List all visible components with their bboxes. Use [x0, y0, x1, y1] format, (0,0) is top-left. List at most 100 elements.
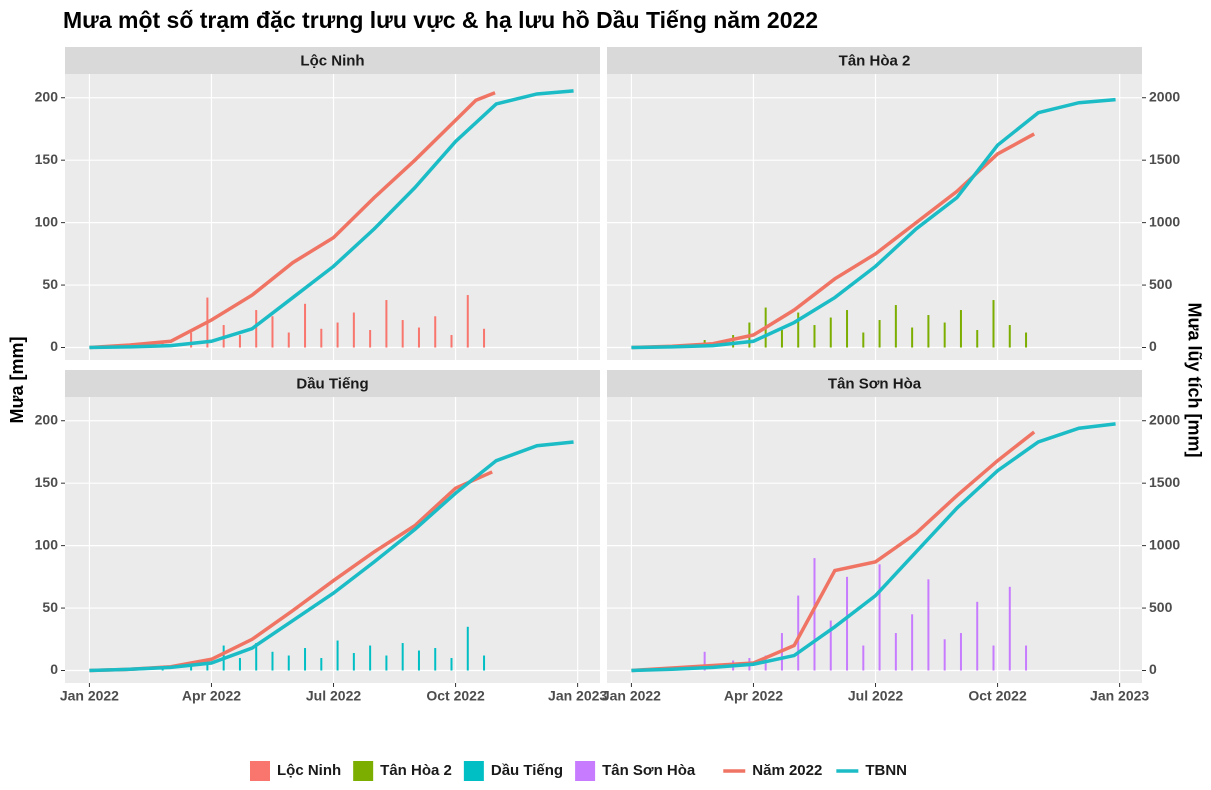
- rain-bar: [434, 648, 437, 671]
- rain-bar: [271, 651, 274, 671]
- y-tick-label: 100: [35, 213, 59, 229]
- y-tick-label: 50: [42, 599, 58, 615]
- rain-bar: [894, 305, 897, 348]
- x-tick-label: Jan 2022: [602, 688, 661, 704]
- y2-tick-label: 1000: [1149, 213, 1180, 229]
- legend-label: Năm 2022: [752, 762, 822, 779]
- rain-bar: [927, 579, 930, 671]
- legend-key: [250, 761, 270, 781]
- y-tick-label: 150: [35, 474, 59, 490]
- y-tick-label: 50: [42, 276, 58, 292]
- rain-bar: [976, 330, 979, 348]
- cumulative-line: [631, 422, 1116, 673]
- strip-label: Tân Sơn Hòa: [828, 375, 922, 392]
- rain-bar: [1008, 586, 1011, 671]
- legend-label: Dầu Tiếng: [491, 762, 563, 779]
- x-tick-label: Apr 2022: [724, 688, 783, 704]
- rain-bar: [862, 332, 865, 348]
- strip-label: Lộc Ninh: [300, 52, 364, 69]
- rain-bar: [959, 633, 962, 671]
- chart-title: Mưa một số trạm đặc trưng lưu vực & hạ l…: [63, 7, 818, 33]
- legend-label: Tân Hòa 2: [380, 762, 452, 779]
- rain-bar: [238, 335, 241, 348]
- rain-bar: [813, 325, 816, 348]
- rain-bar: [1025, 332, 1028, 348]
- legend-key: [575, 761, 596, 781]
- strip-label: Dầu Tiếng: [296, 375, 368, 392]
- legend-key: [463, 761, 484, 781]
- rain-bar: [703, 651, 706, 671]
- rain-bar: [287, 332, 290, 348]
- rain-bar: [287, 655, 290, 671]
- x-tick-label: Oct 2022: [426, 688, 485, 704]
- rain-bar: [385, 300, 388, 348]
- y2-tick-label: 500: [1149, 599, 1173, 615]
- y-tick-label: 100: [35, 536, 59, 552]
- panel: [607, 74, 1142, 360]
- strip: [607, 370, 1142, 397]
- rain-bar: [992, 300, 995, 348]
- x-tick-label: Jan 2023: [1090, 688, 1149, 704]
- rain-bar: [780, 330, 783, 348]
- rain-bar: [320, 658, 323, 671]
- y2-tick-label: 500: [1149, 276, 1173, 292]
- panel: [65, 74, 600, 360]
- x-tick-label: Jan 2023: [548, 688, 607, 704]
- y2-tick-label: 2000: [1149, 411, 1180, 427]
- rain-bar: [829, 317, 832, 348]
- x-tick-label: Apr 2022: [182, 688, 241, 704]
- y2-tick-label: 2000: [1149, 88, 1180, 104]
- y2-tick-label: 0: [1149, 338, 1157, 354]
- y-tick-label: 200: [35, 88, 59, 104]
- rain-bar: [385, 655, 388, 671]
- y2-axis-label: Mưa lũy tích [mm]: [1184, 302, 1204, 457]
- legend-key: [353, 761, 374, 781]
- panel: [607, 397, 1142, 683]
- rain-bar: [959, 310, 962, 348]
- rain-bar: [352, 653, 355, 671]
- rain-bar: [483, 655, 486, 671]
- rain-bar: [466, 295, 469, 348]
- rain-bar: [927, 315, 930, 348]
- rain-bar: [320, 328, 323, 348]
- rain-bar: [1008, 325, 1011, 348]
- rain-bar: [943, 639, 946, 671]
- rain-bar: [255, 643, 258, 671]
- rain-bar: [976, 601, 979, 671]
- rain-bar: [483, 328, 486, 348]
- y2-tick-label: 1500: [1149, 474, 1180, 490]
- y-axis-label: Mưa [mm]: [7, 336, 27, 423]
- rain-bar: [434, 316, 437, 348]
- rain-bar: [813, 558, 816, 671]
- rain-bar: [206, 660, 209, 671]
- rain-bar: [846, 576, 849, 671]
- rain-bar: [943, 322, 946, 348]
- legend-label: Tân Sơn Hòa: [602, 762, 696, 779]
- rain-bar: [797, 595, 800, 671]
- rain-bar: [1025, 645, 1028, 671]
- rain-bar: [846, 310, 849, 348]
- strip: [65, 47, 600, 74]
- strip: [65, 370, 600, 397]
- rain-bar: [878, 320, 881, 348]
- rain-bar: [369, 645, 372, 671]
- rain-bar: [732, 335, 735, 348]
- legend-label: Lộc Ninh: [277, 762, 341, 779]
- rain-bar: [369, 330, 372, 348]
- cumulative-line: [89, 440, 574, 673]
- rain-bar: [271, 316, 274, 348]
- rain-bar: [304, 648, 307, 671]
- rain-bar: [401, 320, 404, 348]
- rain-bar: [894, 633, 897, 671]
- rain-bar: [304, 303, 307, 348]
- rain-bar: [911, 327, 914, 348]
- rain-bar: [255, 310, 258, 348]
- rain-bar: [450, 658, 453, 671]
- rain-bar: [417, 327, 420, 348]
- rain-bar: [238, 658, 241, 671]
- panel: [65, 397, 600, 683]
- x-tick-label: Jul 2022: [848, 688, 903, 704]
- rain-bar: [450, 335, 453, 348]
- strip: [607, 47, 1142, 74]
